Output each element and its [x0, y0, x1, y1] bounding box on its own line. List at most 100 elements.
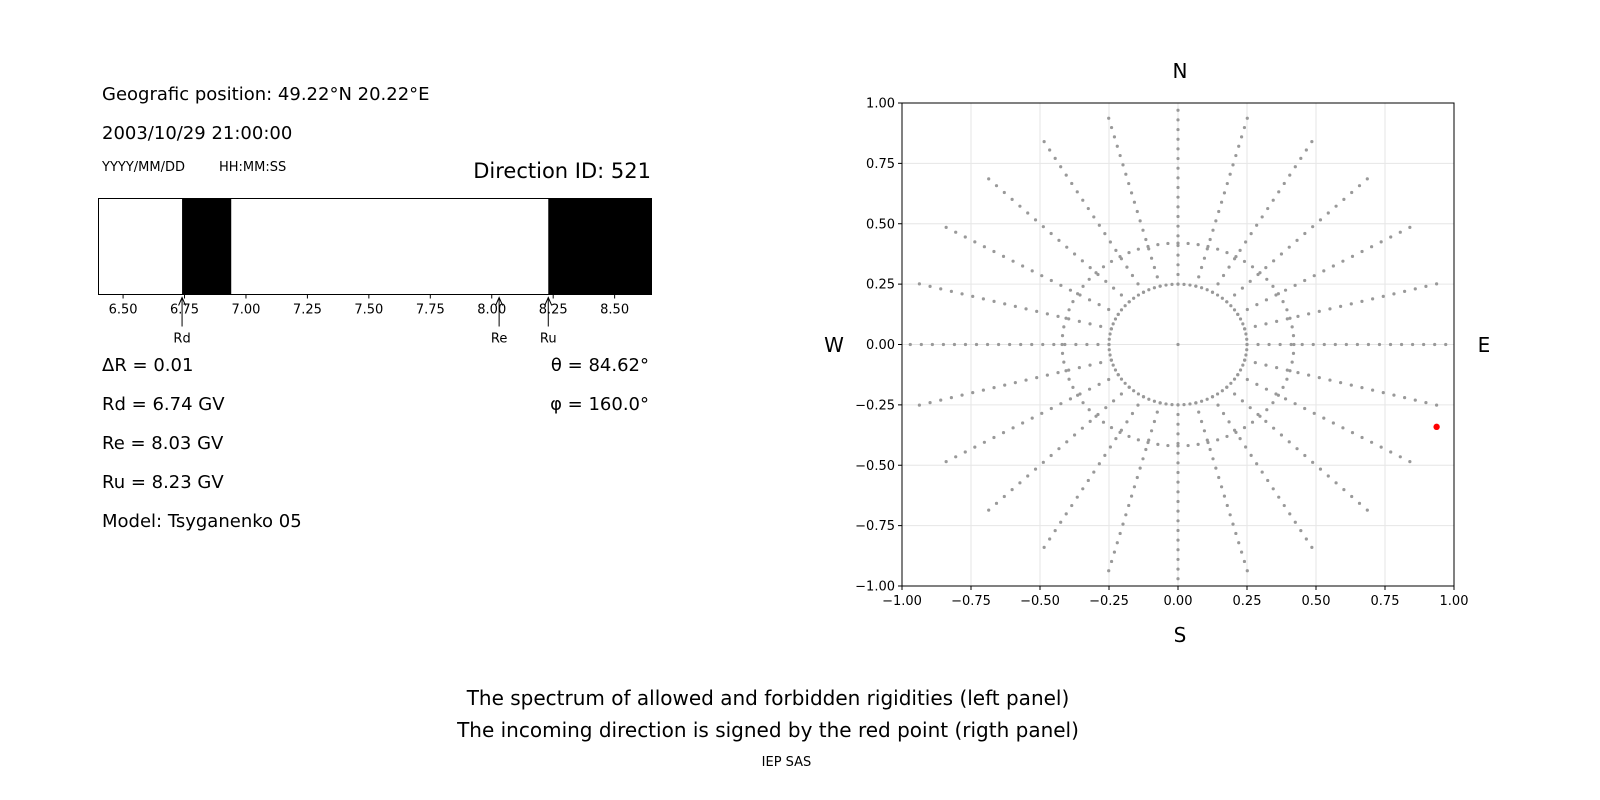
direction-point [1125, 420, 1129, 424]
direction-point [1149, 256, 1154, 260]
direction-point [1024, 378, 1028, 382]
direction-point [1111, 286, 1116, 290]
direction-point [1176, 432, 1180, 436]
direction-point [1344, 342, 1348, 347]
direction-point [1317, 309, 1321, 313]
direction-point [1147, 288, 1151, 292]
direction-point [1080, 426, 1084, 430]
direction-point [1219, 485, 1224, 489]
direction-point [992, 386, 996, 390]
x-tick-label: 8.25 [539, 303, 568, 318]
direction-point [1220, 389, 1224, 393]
direction-point [1221, 411, 1226, 416]
direction-point [1158, 284, 1162, 288]
direction-point [1238, 317, 1243, 321]
direction-point [1291, 351, 1296, 355]
direction-point [1088, 363, 1092, 367]
direction-point [1096, 342, 1100, 347]
direction-point [1176, 108, 1180, 112]
direction-point [1205, 397, 1209, 401]
direction-point [1322, 342, 1326, 347]
x-tick-label: 0.00 [1164, 594, 1193, 609]
direction-point [1236, 373, 1240, 377]
direction-point [1339, 304, 1343, 308]
direction-point [928, 401, 932, 405]
direction-point [1176, 224, 1180, 228]
direction-point [1109, 125, 1114, 130]
direction-point [1282, 181, 1286, 186]
theta-value: θ = 84.62° [550, 355, 649, 376]
direction-point [1264, 387, 1269, 391]
direction-point [1237, 144, 1241, 148]
direction-point [1021, 264, 1025, 268]
direction-point [1265, 277, 1269, 281]
direction-point [963, 235, 967, 239]
direction-point [1108, 353, 1112, 357]
direction-point [1264, 322, 1268, 326]
direction-point [1271, 401, 1275, 405]
direction-point [1264, 363, 1268, 367]
direction-point [1086, 206, 1090, 211]
direction-point [1424, 401, 1428, 405]
direction-point [1299, 529, 1303, 533]
direction-point [1318, 218, 1323, 222]
direction-point [1234, 153, 1238, 158]
direction-point [939, 287, 943, 291]
direction-point [1130, 411, 1135, 416]
direction-point [982, 245, 986, 249]
direction-point [1003, 383, 1007, 387]
footer-line-2: The incoming direction is signed by the … [457, 718, 1079, 742]
direction-point [1103, 232, 1107, 236]
direction-point [1010, 488, 1014, 492]
direction-point [1381, 391, 1385, 395]
x-tick-label: −0.25 [1089, 594, 1129, 609]
direction-point [1210, 395, 1215, 399]
direction-point [1211, 457, 1215, 461]
direction-point [1217, 209, 1221, 214]
direction-point [1303, 406, 1307, 411]
direction-point [1333, 342, 1337, 347]
direction-point [1176, 548, 1180, 552]
direction-point [1279, 252, 1284, 256]
direction-point [987, 177, 991, 181]
direction-point [1114, 248, 1118, 252]
direction-point [981, 297, 985, 301]
direction-point [1206, 440, 1210, 445]
direction-point [1026, 474, 1030, 478]
direction-point [1176, 528, 1180, 533]
direction-point [1067, 308, 1071, 312]
direction-point [1349, 383, 1353, 387]
direction-point [1065, 440, 1069, 444]
direction-point [971, 294, 975, 298]
direction-point [1349, 302, 1353, 306]
direction-point [1132, 389, 1136, 393]
direction-point [1176, 461, 1180, 465]
direction-point [1245, 337, 1249, 341]
direction-point [1182, 403, 1186, 407]
direction-point [1176, 195, 1180, 199]
direction-point [1285, 308, 1289, 312]
direction-point [1331, 421, 1335, 425]
direction-point [1228, 513, 1232, 517]
direction-point [1164, 402, 1168, 406]
direction-point [973, 445, 977, 449]
direction-point [1176, 444, 1180, 448]
direction-point [960, 292, 964, 296]
direction-point [1060, 342, 1064, 347]
direction-point [1059, 283, 1063, 287]
direction-point [1231, 163, 1235, 167]
direction-point [1141, 228, 1145, 232]
direction-point [1293, 283, 1297, 287]
direction-point [1018, 204, 1022, 208]
direction-point [1136, 438, 1140, 442]
direction-point [1199, 419, 1204, 424]
marker-label: Rd [173, 332, 190, 347]
direction-point [1222, 494, 1227, 498]
direction-point [1350, 494, 1354, 499]
direction-point [1119, 392, 1124, 396]
direction-point [971, 391, 975, 395]
direction-point [1064, 316, 1068, 320]
direction-point [1108, 332, 1112, 336]
direction-point [1111, 322, 1115, 326]
direction-point [1119, 293, 1124, 297]
